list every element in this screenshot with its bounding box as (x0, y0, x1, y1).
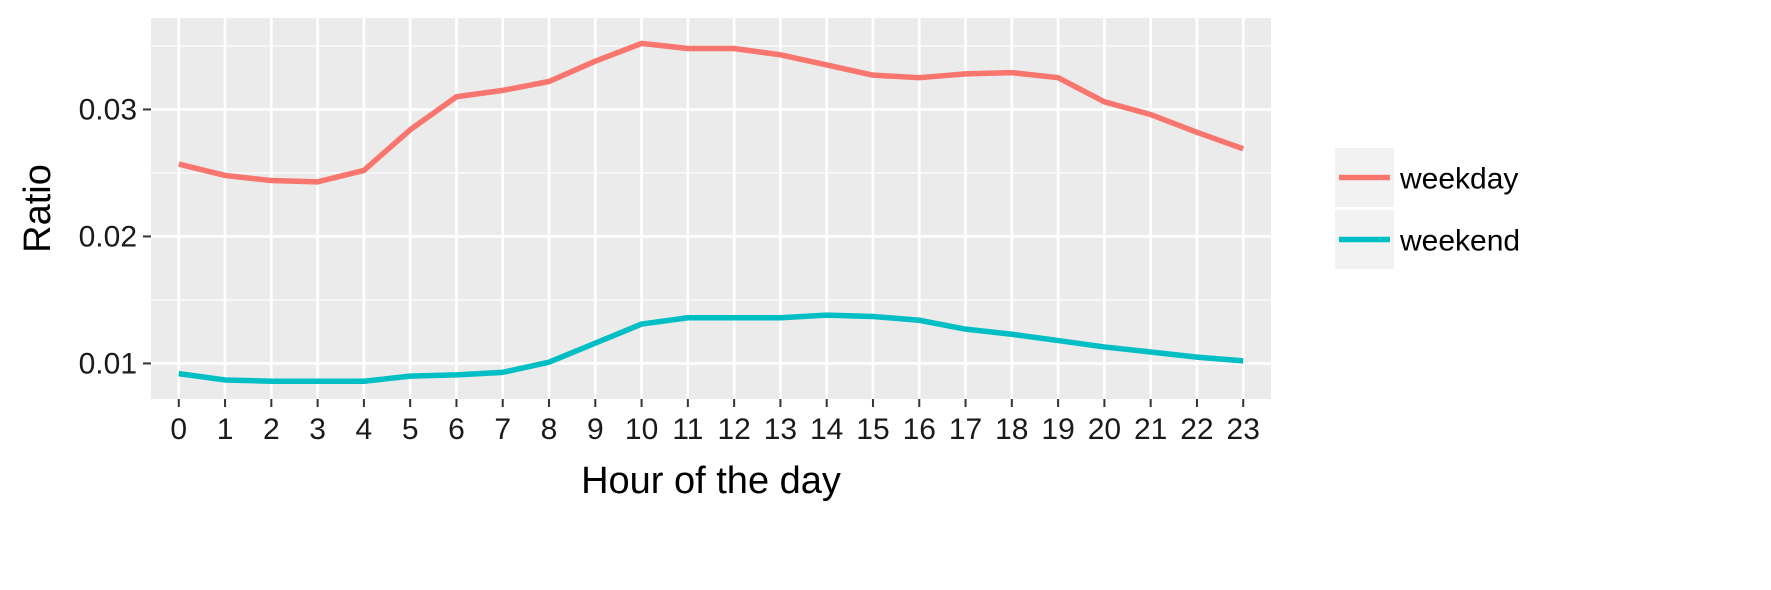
x-tick-label: 22 (1180, 413, 1213, 446)
plot-panel (151, 18, 1271, 399)
x-tick-label: 0 (170, 413, 187, 446)
series-line-weekend (178, 312, 1244, 384)
series-lines (178, 40, 1245, 384)
x-tick-label: 4 (356, 413, 373, 446)
legend-label-weekend: weekend (1399, 225, 1520, 258)
y-axis-title: Ratio (17, 164, 59, 253)
x-tick-label: 9 (587, 413, 604, 446)
x-tick-label: 11 (672, 413, 703, 446)
x-tick-label: 7 (494, 413, 511, 446)
x-tick-label: 20 (1088, 413, 1121, 446)
x-tick-label: 1 (217, 413, 234, 446)
x-tick-label: 12 (717, 413, 750, 446)
x-tick-label: 8 (541, 413, 558, 446)
x-axis-title: Hour of the day (581, 460, 841, 502)
x-tick-label: 13 (764, 413, 797, 446)
x-tick-label: 23 (1227, 413, 1260, 446)
x-tick-label: 2 (263, 413, 280, 446)
x-tick-label: 5 (402, 413, 419, 446)
y-tick-label: 0.03 (79, 93, 137, 126)
x-tick-label: 3 (309, 413, 326, 446)
x-tick-label: 15 (856, 413, 889, 446)
x-tick-label: 6 (448, 413, 465, 446)
legend: weekday weekend (1335, 148, 1520, 269)
x-axis-ticks: 0 1 2 3 4 5 6 7 8 9 10 11 12 13 14 15 16 17 18 19 20 21 22 23 (170, 399, 1260, 446)
major-gridlines (151, 18, 1271, 399)
series-line-weekday (178, 40, 1245, 185)
legend-label-weekday: weekday (1399, 163, 1518, 196)
x-tick-label: 16 (903, 413, 936, 446)
x-tick-label: 14 (810, 413, 843, 446)
y-axis-ticks: 0.01 0.02 0.03 (79, 93, 151, 380)
x-tick-label: 21 (1134, 413, 1167, 446)
x-tick-label: 17 (949, 413, 982, 446)
y-tick-label: 0.01 (79, 347, 137, 380)
x-tick-label: 10 (625, 413, 658, 446)
y-tick-label: 0.02 (79, 220, 137, 253)
x-tick-label: 18 (995, 413, 1028, 446)
x-tick-label: 19 (1041, 413, 1074, 446)
